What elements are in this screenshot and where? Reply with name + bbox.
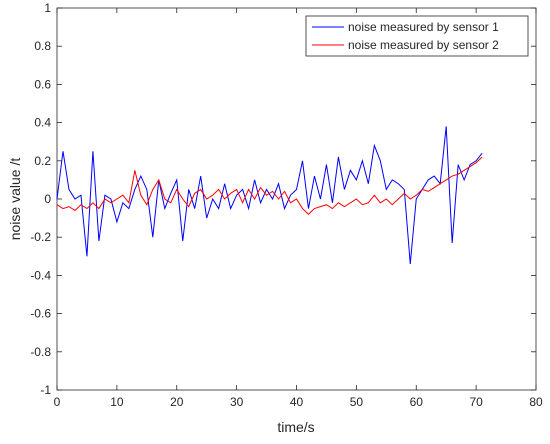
x-axis-label: time/s — [277, 419, 314, 435]
x-tick-label: 70 — [469, 395, 483, 409]
legend-box — [305, 15, 529, 57]
y-tick-label: -1 — [40, 383, 51, 397]
y-tick-label: 1 — [44, 1, 51, 15]
x-tick-label: 30 — [230, 395, 244, 409]
legend-label: noise measured by sensor 2 — [348, 38, 499, 52]
y-tick-label: -0.2 — [30, 230, 51, 244]
x-tick-label: 10 — [110, 395, 124, 409]
y-tick-label: 0.4 — [34, 116, 51, 130]
y-tick-label: -0.8 — [30, 345, 51, 359]
y-tick-label: 0.6 — [34, 77, 51, 91]
series-line — [56, 156, 483, 215]
x-tick-label: 0 — [54, 395, 61, 409]
x-tick-label: 20 — [170, 395, 184, 409]
y-tick-label: 0.8 — [34, 39, 51, 53]
series-line — [56, 126, 483, 264]
y-tick-label: -0.6 — [30, 307, 51, 321]
x-tick-label: 50 — [350, 395, 364, 409]
x-tick-label: 80 — [529, 395, 543, 409]
legend-label: noise measured by sensor 1 — [348, 20, 499, 34]
y-axis-label: noise value /t — [7, 158, 23, 241]
x-tick-label: 40 — [290, 395, 304, 409]
y-tick-label: -0.4 — [30, 268, 51, 282]
x-tick-label: 60 — [410, 395, 424, 409]
y-tick-label: 0.2 — [34, 154, 51, 168]
y-tick-label: 0 — [44, 192, 51, 206]
